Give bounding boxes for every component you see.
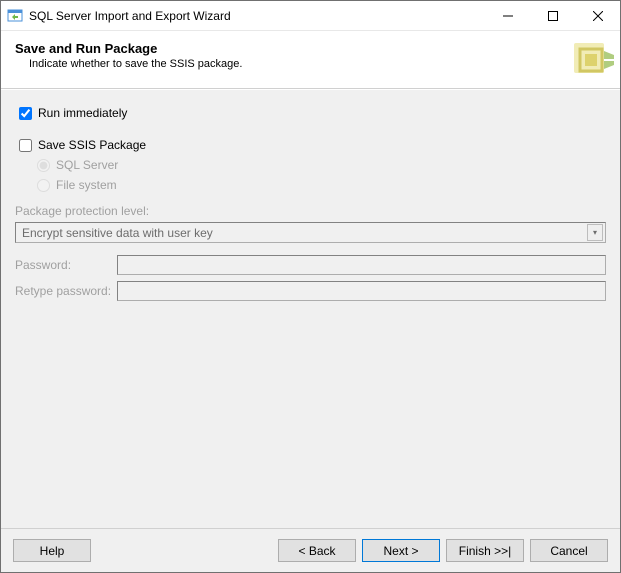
protection-level-label: Package protection level: — [15, 204, 606, 218]
sql-server-radio — [37, 159, 50, 172]
file-system-label: File system — [56, 178, 117, 192]
cancel-button[interactable]: Cancel — [530, 539, 608, 562]
password-input — [117, 255, 606, 275]
sql-server-row: SQL Server — [37, 158, 606, 172]
run-immediately-row: Run immediately — [15, 106, 606, 120]
window-title: SQL Server Import and Export Wizard — [29, 9, 485, 23]
file-system-radio — [37, 179, 50, 192]
retype-password-label: Retype password: — [15, 284, 117, 298]
help-button[interactable]: Help — [13, 539, 91, 562]
sql-server-label: SQL Server — [56, 158, 118, 172]
retype-password-input — [117, 281, 606, 301]
titlebar: SQL Server Import and Export Wizard — [1, 1, 620, 31]
window-controls — [485, 1, 620, 30]
wizard-footer: Help < Back Next > Finish >>| Cancel — [1, 528, 620, 572]
protection-level-value: Encrypt sensitive data with user key — [22, 226, 587, 240]
wizard-header: Save and Run Package Indicate whether to… — [1, 31, 620, 89]
password-grid: Password: Retype password: — [15, 255, 606, 301]
wizard-window: SQL Server Import and Export Wizard Save… — [0, 0, 621, 573]
back-button[interactable]: < Back — [278, 539, 356, 562]
page-subtitle: Indicate whether to save the SSIS packag… — [29, 58, 606, 70]
file-system-row: File system — [37, 178, 606, 192]
minimize-button[interactable] — [485, 1, 530, 30]
finish-button[interactable]: Finish >>| — [446, 539, 524, 562]
maximize-button[interactable] — [530, 1, 575, 30]
password-label: Password: — [15, 258, 117, 272]
app-icon — [7, 8, 23, 24]
run-immediately-label[interactable]: Run immediately — [38, 106, 127, 120]
chevron-down-icon: ▾ — [587, 224, 603, 241]
page-title: Save and Run Package — [15, 41, 606, 56]
run-immediately-checkbox[interactable] — [19, 107, 32, 120]
protection-level-combo: Encrypt sensitive data with user key ▾ — [15, 222, 606, 243]
save-ssis-label[interactable]: Save SSIS Package — [38, 138, 146, 152]
wizard-content: Run immediately Save SSIS Package SQL Se… — [1, 89, 620, 528]
save-ssis-row: Save SSIS Package — [15, 138, 606, 152]
close-button[interactable] — [575, 1, 620, 30]
save-target-group: SQL Server File system — [37, 158, 606, 192]
package-icon — [568, 37, 614, 83]
save-ssis-checkbox[interactable] — [19, 139, 32, 152]
next-button[interactable]: Next > — [362, 539, 440, 562]
